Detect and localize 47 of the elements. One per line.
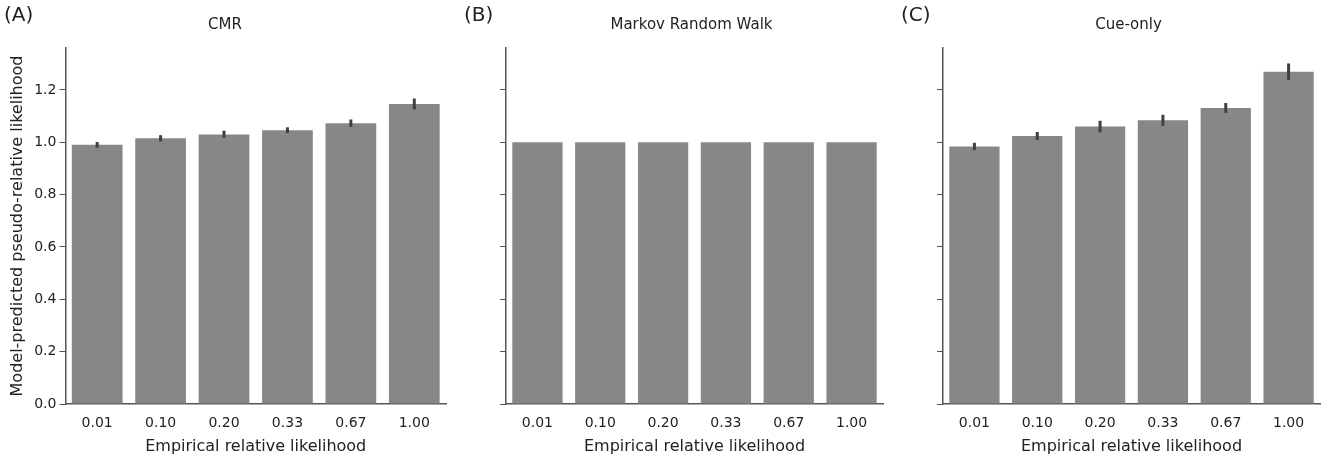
- text: (B): [464, 2, 494, 27]
- x-tick-label: 0.01: [958, 414, 990, 431]
- x-tick-label: 0.10: [584, 414, 616, 431]
- y-tick-label: 0.0: [34, 394, 57, 411]
- y-tick-label: 0.4: [34, 289, 57, 306]
- x-tick-label: 0.67: [1210, 414, 1242, 431]
- bar: [388, 104, 440, 404]
- x-tick-label: 0.10: [145, 414, 177, 431]
- y-tick-label: 1.0: [34, 132, 57, 149]
- x-tick-label: 1.00: [836, 414, 868, 431]
- x-tick-label: 0.01: [81, 414, 113, 431]
- x-tick-label: 0.01: [521, 414, 553, 431]
- x-tick-label: 1.00: [1273, 414, 1305, 431]
- bar: [949, 146, 1000, 404]
- x-tick-label: 0.20: [647, 414, 679, 431]
- x-tick-label: 1.00: [398, 414, 430, 431]
- x-tick-label: 0.33: [1147, 414, 1179, 431]
- x-tick-label: 0.67: [773, 414, 805, 431]
- x-axis-title: Empirical relative likelihood: [583, 435, 806, 455]
- x-axis-title: Empirical relative likelihood: [145, 435, 367, 455]
- y-tick-label: 0.8: [34, 185, 57, 202]
- y-tick-label: 0.2: [34, 342, 57, 359]
- y-tick-label: 0.6: [34, 237, 57, 254]
- chart-title: Cue-only: [1095, 14, 1162, 33]
- x-tick-label: 0.20: [208, 414, 240, 431]
- x-tick-label: 0.10: [1021, 414, 1053, 431]
- bar: [325, 123, 377, 404]
- text: (C): [901, 2, 931, 27]
- bar: [1012, 135, 1063, 404]
- bar: [1263, 71, 1314, 404]
- chart-title: Markov Random Walk: [610, 14, 773, 33]
- bar: [135, 138, 186, 404]
- bar: [1074, 126, 1126, 404]
- bar: [71, 144, 123, 404]
- y-axis-title: Model-predicted pseudo-relative likelihood: [6, 55, 26, 397]
- x-tick-label: 0.33: [271, 414, 304, 431]
- bar: [1200, 107, 1251, 404]
- y-tick-label: 1.2: [34, 80, 57, 97]
- bar: [1137, 120, 1189, 404]
- chart-title: CMR: [208, 14, 242, 33]
- text: (A): [4, 2, 34, 27]
- x-tick-label: 0.33: [710, 414, 742, 431]
- bar: [262, 130, 313, 404]
- bar: [198, 134, 250, 404]
- x-axis-title: Empirical relative likelihood: [1020, 435, 1243, 455]
- x-tick-label: 0.67: [335, 414, 367, 431]
- x-tick-label: 0.20: [1084, 414, 1116, 431]
